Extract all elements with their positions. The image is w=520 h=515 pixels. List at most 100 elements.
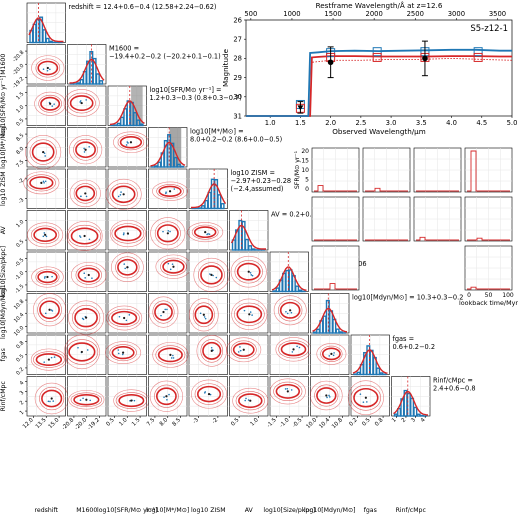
prior-sample-point xyxy=(49,400,51,403)
sed-x-tick-label: 5.0 xyxy=(507,119,518,127)
prior-sample-point xyxy=(44,312,47,315)
x-tick-label: 0.5 xyxy=(361,417,372,428)
corner-cell-5-0 xyxy=(26,210,66,251)
prior-sample-point xyxy=(326,396,328,399)
prior-hist-bar xyxy=(272,290,277,293)
x-tick-label: -1.0 xyxy=(279,417,291,429)
sfh-y-tick-label: 15 xyxy=(301,158,309,165)
corner-cell-9-4 xyxy=(188,376,228,417)
posterior-contour-outer xyxy=(347,380,384,416)
posterior-contour-outer xyxy=(310,380,343,411)
posterior-contour-mid xyxy=(109,182,138,206)
sfh-sfr-trace xyxy=(314,185,357,192)
median-point xyxy=(85,398,88,401)
sed-y-tick-label: 31 xyxy=(233,112,242,120)
prior-sample-point xyxy=(286,312,289,315)
prior-sample-point xyxy=(123,232,125,234)
prior-sample-point xyxy=(170,357,173,359)
diag-title-line: Rinf/cMpc = xyxy=(433,377,473,385)
prior-hist-bar xyxy=(92,57,97,85)
prior-sample-point xyxy=(290,389,293,391)
prior-sample-point xyxy=(169,230,171,233)
prior-range-shade xyxy=(169,127,182,167)
posterior-contour-mid xyxy=(37,297,62,323)
y-tick-label: 10.4 xyxy=(13,311,26,324)
prior-sample-point xyxy=(332,354,335,357)
prior-sample-point xyxy=(204,317,207,320)
diag-title-7: log10[Mdyn/M⊙] = 10.3+0.3−0.2 xyxy=(352,294,463,302)
prior-sample-point xyxy=(203,316,206,318)
prior-sample-point xyxy=(166,398,168,401)
diag-title-line: 0.6+0.2−0.2 xyxy=(393,343,436,351)
posterior-contour-outer xyxy=(150,217,186,250)
prior-sample-point xyxy=(251,314,253,316)
prior-sample-point xyxy=(44,180,47,183)
posterior-hist-line xyxy=(312,307,348,333)
prior-sample-point xyxy=(298,346,301,349)
posterior-hist-line xyxy=(271,266,307,291)
posterior-contour-inner xyxy=(35,353,63,367)
y-tick-label: 1.5 xyxy=(15,91,25,101)
prior-sample-point xyxy=(44,275,46,278)
prior-sample-point xyxy=(43,152,46,155)
corner-cell-8-3 xyxy=(148,334,189,375)
prior-range-shade xyxy=(131,86,143,126)
x-tick-label: -19.2 xyxy=(87,417,101,431)
posterior-contour-outer xyxy=(70,261,107,289)
posterior-contour-inner xyxy=(118,394,145,408)
prior-sample-point xyxy=(251,274,254,277)
prior-sample-point xyxy=(51,275,53,278)
posterior-contour-inner xyxy=(114,225,142,242)
sfh-y-tick-label: 5 xyxy=(305,177,309,184)
corner-ylabel: log10[Mdyn/M⊙] xyxy=(0,287,7,339)
sed-top-tick-label: 3000 xyxy=(448,10,465,18)
sfh-panel-8 xyxy=(311,245,360,291)
posterior-contour-inner xyxy=(69,95,94,112)
corner-cell-8-6 xyxy=(269,334,312,375)
diag-title-3: log10[M*/M⊙] =8.0+0.2−0.2 (8.6+0.0−0.5) xyxy=(190,128,282,144)
prior-sample-point xyxy=(167,262,170,265)
prior-sample-point xyxy=(83,151,86,153)
prior-sample-point xyxy=(215,276,218,279)
posterior-contour-mid xyxy=(35,269,60,285)
posterior-contour-outer xyxy=(63,334,100,370)
posterior-contour-inner xyxy=(117,258,138,276)
prior-sample-point xyxy=(208,233,211,236)
sfh-panel-1 xyxy=(362,147,411,193)
posterior-contour-mid xyxy=(233,302,265,326)
prior-hist-bar xyxy=(42,29,47,44)
sfh-panel-3 xyxy=(464,147,513,193)
median-point xyxy=(202,313,205,316)
posterior-contour-mid xyxy=(70,392,103,407)
sed-top-tick-label: 500 xyxy=(244,10,257,18)
x-tick-label: -2 xyxy=(211,417,219,425)
diag-title-5: AV = 0.2+0.4−0.1 xyxy=(271,211,332,219)
corner-plot: 12.0 13.5 15.0 -20.8-20.0-19.2 0.5 1.0 1.5 7.5 8… xyxy=(0,2,476,514)
posterior-contour-mid xyxy=(160,257,187,276)
prior-sample-point xyxy=(83,147,85,150)
y-tick-label: -20.0 xyxy=(12,63,26,77)
posterior-contour-inner xyxy=(353,387,379,408)
x-tick-label: 8.5 xyxy=(172,417,183,428)
sed-xlabel: Observed Wavelength/μm xyxy=(332,127,426,136)
corner-xlabel: log10[Size/pkpc] xyxy=(263,507,315,514)
posterior-contour-outer xyxy=(69,179,101,208)
corner-cell-8-5 xyxy=(226,334,269,375)
y-tick-label: 1 xyxy=(19,410,26,417)
prior-sample-point xyxy=(117,349,120,351)
corner-xlabel: log10[Mdyn/M⊙] xyxy=(304,507,356,514)
posterior-contour-outer xyxy=(152,342,189,368)
prior-sample-point xyxy=(171,263,174,265)
corner-cell-6-0 xyxy=(26,251,66,292)
corner-xlabel: redshift xyxy=(34,507,58,514)
median-point xyxy=(330,352,333,355)
prior-hist-bar xyxy=(76,82,81,85)
median-point xyxy=(289,309,292,312)
prior-sample-point xyxy=(82,397,84,400)
corner-cell-3-1 xyxy=(67,127,107,168)
prior-hist-bar xyxy=(220,203,225,210)
prior-sample-point xyxy=(118,315,121,318)
sed-obs-upper-limit xyxy=(297,105,304,111)
y-tick-label: 7.5 xyxy=(15,159,25,169)
corner-cell-7-1 xyxy=(67,293,107,335)
